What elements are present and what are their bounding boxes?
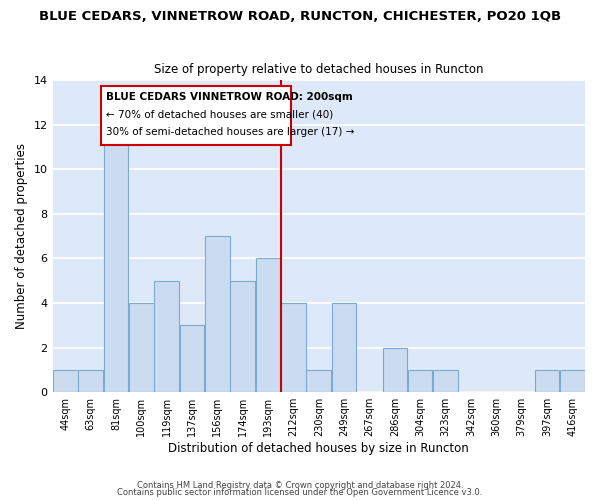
Text: BLUE CEDARS, VINNETROW ROAD, RUNCTON, CHICHESTER, PO20 1QB: BLUE CEDARS, VINNETROW ROAD, RUNCTON, CH… bbox=[39, 10, 561, 23]
Bar bbox=[408, 370, 433, 392]
Bar bbox=[154, 280, 179, 392]
Bar bbox=[129, 303, 154, 392]
Text: BLUE CEDARS VINNETROW ROAD: 200sqm: BLUE CEDARS VINNETROW ROAD: 200sqm bbox=[106, 92, 353, 102]
Text: Contains HM Land Registry data © Crown copyright and database right 2024.: Contains HM Land Registry data © Crown c… bbox=[137, 480, 463, 490]
Bar bbox=[256, 258, 280, 392]
Bar bbox=[307, 370, 331, 392]
Bar bbox=[205, 236, 230, 392]
Bar bbox=[281, 303, 306, 392]
FancyBboxPatch shape bbox=[101, 86, 291, 144]
Y-axis label: Number of detached properties: Number of detached properties bbox=[15, 143, 28, 329]
Text: ← 70% of detached houses are smaller (40): ← 70% of detached houses are smaller (40… bbox=[106, 110, 333, 120]
Bar bbox=[179, 326, 204, 392]
Bar bbox=[332, 303, 356, 392]
Bar bbox=[104, 124, 128, 392]
Text: 30% of semi-detached houses are larger (17) →: 30% of semi-detached houses are larger (… bbox=[106, 127, 354, 137]
Bar bbox=[433, 370, 458, 392]
Bar bbox=[53, 370, 77, 392]
Text: Contains public sector information licensed under the Open Government Licence v3: Contains public sector information licen… bbox=[118, 488, 482, 497]
Bar bbox=[535, 370, 559, 392]
Bar bbox=[560, 370, 584, 392]
Bar bbox=[230, 280, 255, 392]
X-axis label: Distribution of detached houses by size in Runcton: Distribution of detached houses by size … bbox=[169, 442, 469, 455]
Title: Size of property relative to detached houses in Runcton: Size of property relative to detached ho… bbox=[154, 63, 484, 76]
Bar bbox=[383, 348, 407, 392]
Bar bbox=[78, 370, 103, 392]
